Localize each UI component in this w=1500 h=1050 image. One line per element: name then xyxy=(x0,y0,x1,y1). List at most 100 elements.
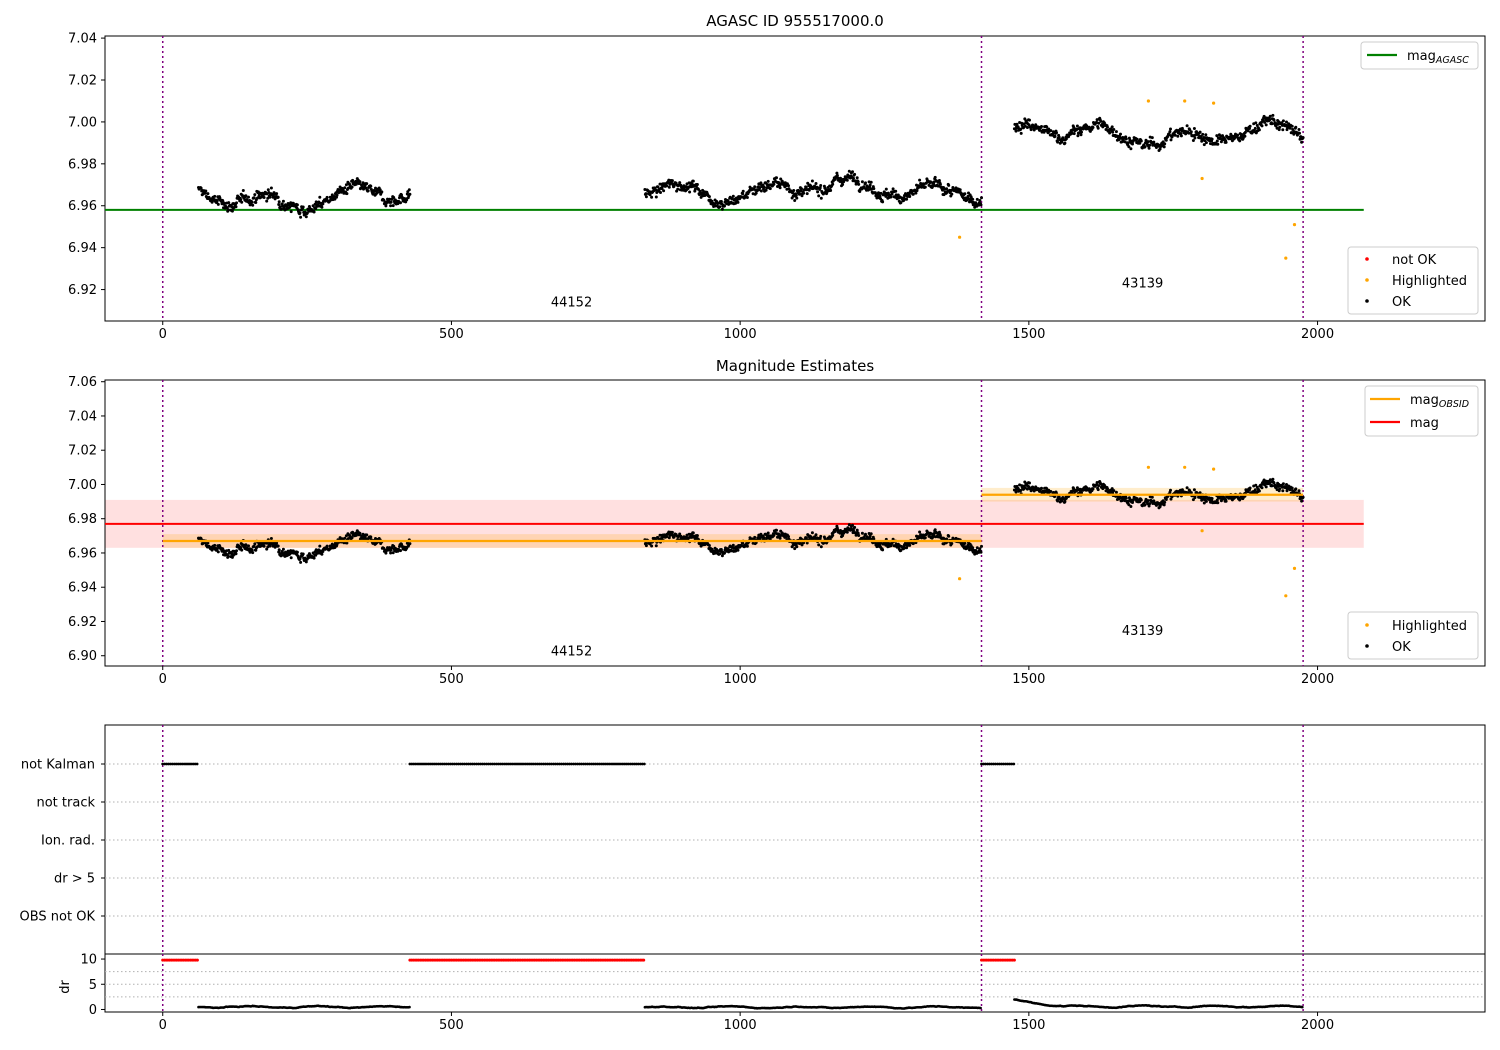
top-ok-point xyxy=(392,196,396,199)
top-ok-point xyxy=(695,183,699,186)
mid-ok-point xyxy=(1254,483,1258,487)
mid-ok-point xyxy=(1169,488,1172,492)
mid-ok-point xyxy=(889,544,893,548)
top-ok-point xyxy=(254,201,258,204)
dr-red-point xyxy=(642,958,646,962)
flags-not-kalman-point xyxy=(517,762,521,766)
top-ok-point xyxy=(380,190,384,194)
mid-ok-point xyxy=(1301,495,1305,499)
mid-ok-point xyxy=(971,546,975,550)
mid-ok-point xyxy=(723,551,726,555)
flags-not-kalman-point xyxy=(604,762,608,766)
top-ok-point xyxy=(741,192,745,196)
mid-ok-point xyxy=(320,552,324,556)
flags-not-kalman-point xyxy=(558,762,561,766)
middle-panel: 44152 43139 0 500 1000 1500 2000 6.90 6.92 6.94 6.… xyxy=(68,375,1486,687)
mid-ok-point xyxy=(1099,482,1103,486)
top-ok-point xyxy=(1224,140,1228,144)
top-ok-point xyxy=(199,186,203,190)
flags-not-kalman-point xyxy=(511,762,515,766)
mid-ok-point xyxy=(1080,491,1083,495)
top-ok-point xyxy=(1191,139,1195,142)
mid-ytick-label: 6.94 xyxy=(68,581,97,596)
top-ok-point xyxy=(1198,130,1202,134)
top-ytick-label: 7.02 xyxy=(68,74,97,89)
top-ok-point xyxy=(654,188,658,192)
mid-ok-point xyxy=(980,544,983,548)
top-ok-point xyxy=(1029,128,1033,132)
flags-not-kalman-point xyxy=(183,762,187,766)
top-ok-point xyxy=(672,184,676,188)
mid-legend-lower xyxy=(1347,611,1479,660)
top-ok-point xyxy=(1288,126,1292,130)
mid-ok-point xyxy=(841,534,845,538)
top-ok-point xyxy=(1268,118,1272,122)
flags-not-kalman-point xyxy=(479,762,482,766)
flags-not-kalman-point xyxy=(582,762,586,766)
flags-not-kalman-point xyxy=(434,762,438,766)
top-ok-point xyxy=(741,189,745,193)
mid-ok-point xyxy=(1019,489,1023,492)
top-ok-point xyxy=(1193,136,1197,140)
top-ok-point xyxy=(1104,128,1108,131)
mid-ok-point xyxy=(819,545,823,549)
mid-ok-point xyxy=(1204,499,1208,503)
mid-xtick-label: 500 xyxy=(439,672,464,687)
top-ok-point xyxy=(759,189,763,193)
mid-ok-point xyxy=(731,543,735,547)
mid-ok-point xyxy=(312,556,316,560)
top-ok-point xyxy=(1179,134,1183,138)
mid-ok-point xyxy=(1014,490,1018,494)
top-ok-point xyxy=(346,186,350,190)
mid-ok-point xyxy=(650,544,654,548)
top-ok-point xyxy=(1281,128,1285,132)
mid-xtick-label: 0 xyxy=(159,672,167,687)
flags-not-kalman-point xyxy=(501,762,505,766)
flags-not-kalman-point xyxy=(461,762,464,766)
mid-ok-point xyxy=(389,548,393,552)
mid-ok-point xyxy=(1124,496,1128,500)
mid-ok-point xyxy=(1294,487,1298,491)
top-ok-point xyxy=(1272,118,1276,122)
flags-not-kalman-point xyxy=(489,762,493,766)
flags-not-kalman-point xyxy=(493,762,497,766)
top-ok-point xyxy=(1097,121,1101,125)
top-ok-point xyxy=(736,200,740,204)
top-ok-point xyxy=(1204,141,1208,145)
flags-not-kalman-point xyxy=(1002,762,1006,766)
mid-ok-point xyxy=(1185,486,1189,490)
mid-ok-point xyxy=(1097,484,1101,488)
top-ok-point xyxy=(835,174,839,177)
top-ok-point xyxy=(1028,118,1031,122)
top-ok-point xyxy=(678,181,682,185)
top-ok-point xyxy=(1255,124,1259,127)
flags-not-kalman-point xyxy=(169,762,173,766)
top-ok-point xyxy=(1168,130,1172,134)
mid-ok-point xyxy=(772,533,776,537)
mid-ok-point xyxy=(289,556,293,560)
top-ok-point xyxy=(1301,136,1305,140)
top-ok-point xyxy=(345,192,349,196)
flags-not-kalman-point xyxy=(620,762,624,766)
top-ok-point xyxy=(958,188,962,192)
top-ok-point xyxy=(731,194,735,198)
top-ok-point xyxy=(845,178,849,182)
top-ok-point xyxy=(1210,137,1214,141)
mid-ok-point xyxy=(667,536,671,540)
mid-ytick-label: 7.00 xyxy=(68,478,97,493)
mid-ok-point xyxy=(1268,478,1272,482)
flags-not-kalman-point xyxy=(483,762,486,766)
flags-not-kalman-point xyxy=(616,762,620,766)
top-ok-point xyxy=(1072,132,1076,136)
top-ok-point xyxy=(1060,140,1064,144)
flags-not-kalman-point xyxy=(574,762,577,766)
mid-ok-point xyxy=(1060,499,1064,503)
flags-not-kalman-point xyxy=(448,762,452,766)
top-ok-point xyxy=(240,200,244,204)
top-ok-point xyxy=(1185,124,1189,128)
mid-ok-point xyxy=(855,528,859,532)
mid-ok-point xyxy=(759,532,763,536)
top-ok-point xyxy=(914,191,918,195)
top-ok-point xyxy=(1057,135,1061,139)
top-ok-point xyxy=(226,208,230,212)
